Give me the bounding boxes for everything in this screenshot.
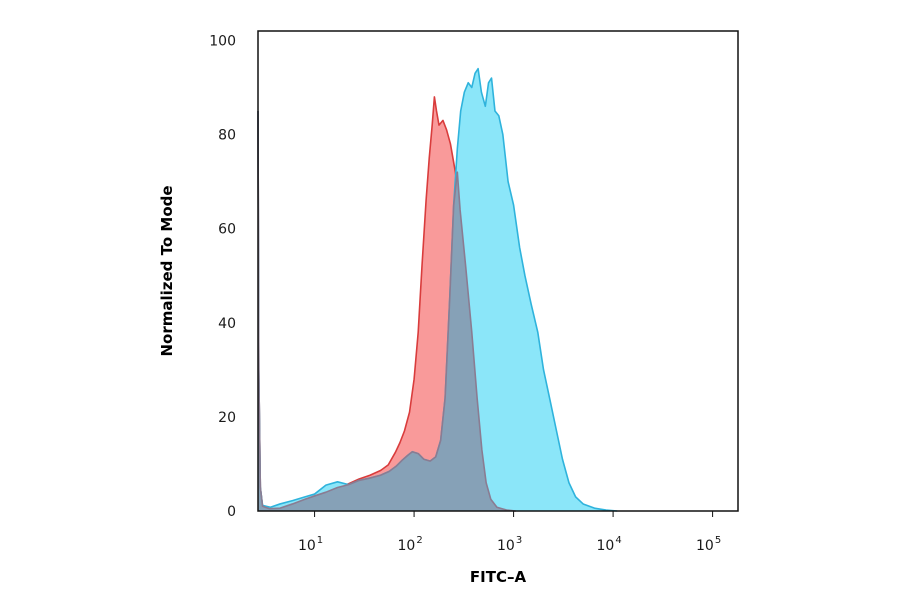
x-tick-exponent: 5 [715, 535, 721, 546]
x-tick-exponent: 3 [516, 535, 522, 546]
x-tick-label: 104 [596, 535, 621, 554]
y-tick-label: 100 [209, 33, 236, 49]
y-tick-label: 20 [218, 410, 236, 426]
y-tick-label: 40 [218, 316, 236, 332]
x-tick-base: 10 [397, 538, 415, 554]
series-overlap-area-outline [257, 110, 516, 512]
y-axis-title: Normalized To Mode [158, 185, 176, 356]
x-tick-label: 103 [497, 535, 522, 554]
x-tick-label: 102 [397, 535, 422, 554]
series-blue-area-outline [257, 67, 618, 512]
x-axis-title: FITC–A [470, 568, 527, 586]
x-tick-label: 105 [696, 535, 721, 554]
y-axis-ticks: 0 20 40 60 80 100 [209, 33, 236, 520]
x-tick-base: 10 [596, 538, 614, 554]
y-tick-label: 80 [218, 128, 236, 144]
y-tick-label: 60 [218, 222, 236, 238]
x-tick-base: 10 [298, 538, 316, 554]
x-tick-exponent: 1 [317, 535, 323, 546]
x-tick-exponent: 4 [615, 535, 621, 546]
x-tick-base: 10 [696, 538, 714, 554]
y-tick-label: 0 [227, 504, 236, 520]
x-tick-base: 10 [497, 538, 515, 554]
x-axis-ticks: 101 102 103 104 105 [298, 511, 721, 554]
x-tick-label: 101 [298, 535, 323, 554]
plot-frame [257, 30, 739, 512]
series-blue-area [258, 68, 618, 512]
series-overlap-area [258, 111, 516, 511]
series-layer [257, 67, 618, 512]
x-tick-exponent: 2 [416, 535, 422, 546]
